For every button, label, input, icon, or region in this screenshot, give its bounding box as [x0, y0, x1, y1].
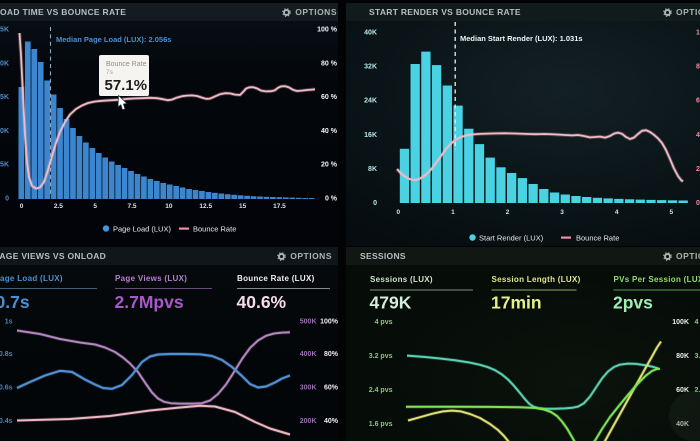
- svg-text:20 %: 20 %: [696, 166, 700, 173]
- svg-text:Page Views (LUX): Page Views (LUX): [115, 274, 187, 283]
- svg-text:8K: 8K: [368, 166, 377, 173]
- svg-text:40K: 40K: [364, 30, 377, 37]
- svg-text:100K: 100K: [672, 319, 689, 326]
- svg-text:2.4 pvs: 2.4 pvs: [369, 387, 393, 394]
- svg-text:400K: 400K: [300, 351, 317, 358]
- svg-text:12.5: 12.5: [199, 203, 212, 210]
- svg-text:40 %: 40 %: [321, 128, 338, 135]
- svg-text:60K: 60K: [676, 387, 689, 394]
- svg-text:0: 0: [373, 200, 377, 207]
- svg-text:24K: 24K: [364, 98, 377, 105]
- svg-text:Bounce Rate (LUX): Bounce Rate (LUX): [237, 274, 315, 283]
- svg-text:Bounce Rate: Bounce Rate: [576, 234, 619, 243]
- svg-text:5: 5: [669, 209, 673, 216]
- svg-text:3.2 pvs: 3.2 pvs: [695, 353, 700, 360]
- svg-text:0 %: 0 %: [325, 196, 338, 203]
- svg-text:Bounce Rate: Bounce Rate: [106, 61, 147, 68]
- svg-text:4: 4: [615, 209, 619, 216]
- svg-text:80K: 80K: [676, 353, 689, 360]
- svg-text:80 %: 80 %: [696, 64, 700, 71]
- svg-text:Bounce Rate: Bounce Rate: [193, 225, 236, 234]
- svg-text:2.5: 2.5: [54, 203, 63, 210]
- svg-text:2.7Mpvs: 2.7Mpvs: [115, 292, 184, 312]
- svg-text:15K: 15K: [0, 94, 9, 101]
- svg-text:4 pvs: 4 pvs: [695, 319, 700, 326]
- svg-text:16K: 16K: [364, 132, 377, 139]
- svg-text:100 %: 100 %: [696, 30, 700, 37]
- svg-text:17min: 17min: [491, 293, 542, 313]
- svg-text:7.5: 7.5: [128, 203, 137, 210]
- svg-text:Page Load (LUX): Page Load (LUX): [113, 225, 171, 234]
- svg-text:Sessions (LUX): Sessions (LUX): [370, 275, 433, 284]
- svg-text:3.2 pvs: 3.2 pvs: [369, 353, 393, 360]
- svg-text:25K: 25K: [0, 27, 9, 34]
- svg-text:age Load (LUX): age Load (LUX): [0, 274, 63, 283]
- svg-text:100 %: 100 %: [317, 27, 338, 34]
- svg-text:5: 5: [93, 203, 97, 210]
- svg-text:15: 15: [239, 203, 247, 210]
- svg-text:PVs Per Session (LUX): PVs Per Session (LUX): [614, 275, 700, 284]
- svg-text:0: 0: [20, 203, 24, 210]
- svg-text:0.8s: 0.8s: [0, 351, 13, 358]
- svg-text:Start Render (LUX): Start Render (LUX): [479, 234, 544, 243]
- svg-text:1: 1: [451, 209, 455, 216]
- svg-text:20 %: 20 %: [321, 162, 338, 169]
- svg-text:10K: 10K: [0, 128, 9, 135]
- svg-text:0: 0: [396, 209, 400, 216]
- svg-text:60%: 60%: [324, 385, 339, 392]
- svg-text:80%: 80%: [324, 351, 339, 358]
- svg-text:100%: 100%: [320, 319, 339, 326]
- svg-text:500K: 500K: [300, 319, 317, 326]
- svg-text:2pvs: 2pvs: [613, 293, 653, 313]
- svg-text:Median Page Load (LUX): 2.056s: Median Page Load (LUX): 2.056s: [56, 35, 171, 44]
- svg-text:40 %: 40 %: [696, 132, 700, 139]
- svg-text:32K: 32K: [364, 64, 377, 71]
- svg-text:0.4s: 0.4s: [0, 418, 13, 425]
- svg-text:17.5: 17.5: [273, 203, 286, 210]
- svg-text:200K: 200K: [300, 418, 317, 425]
- svg-text:0.7s: 0.7s: [0, 292, 30, 312]
- svg-text:60 %: 60 %: [696, 98, 700, 105]
- svg-text:10: 10: [165, 203, 173, 210]
- svg-text:2.4 pvs: 2.4 pvs: [695, 387, 700, 394]
- svg-text:Session Length (LUX): Session Length (LUX): [492, 275, 581, 284]
- svg-text:3: 3: [560, 209, 564, 216]
- svg-text:1.6 pvs: 1.6 pvs: [369, 421, 393, 428]
- svg-text:7s: 7s: [106, 69, 114, 76]
- svg-text:20K: 20K: [0, 60, 9, 67]
- svg-text:40%: 40%: [324, 418, 339, 425]
- svg-text:1s: 1s: [5, 319, 13, 326]
- svg-text:5K: 5K: [0, 162, 9, 169]
- svg-text:0 %: 0 %: [696, 200, 700, 207]
- svg-text:4 pvs: 4 pvs: [375, 319, 393, 326]
- svg-text:40.6%: 40.6%: [237, 292, 287, 312]
- svg-text:0: 0: [5, 196, 9, 203]
- svg-text:479K: 479K: [370, 293, 412, 313]
- svg-text:Median Start Render (LUX): 1.0: Median Start Render (LUX): 1.031s: [460, 34, 583, 43]
- svg-text:60 %: 60 %: [321, 94, 338, 101]
- svg-text:80 %: 80 %: [321, 60, 338, 67]
- svg-text:2: 2: [506, 209, 510, 216]
- svg-text:0.6s: 0.6s: [0, 385, 13, 392]
- svg-text:57.1%: 57.1%: [105, 77, 148, 94]
- svg-text:300K: 300K: [300, 385, 317, 392]
- svg-text:40K: 40K: [676, 421, 689, 428]
